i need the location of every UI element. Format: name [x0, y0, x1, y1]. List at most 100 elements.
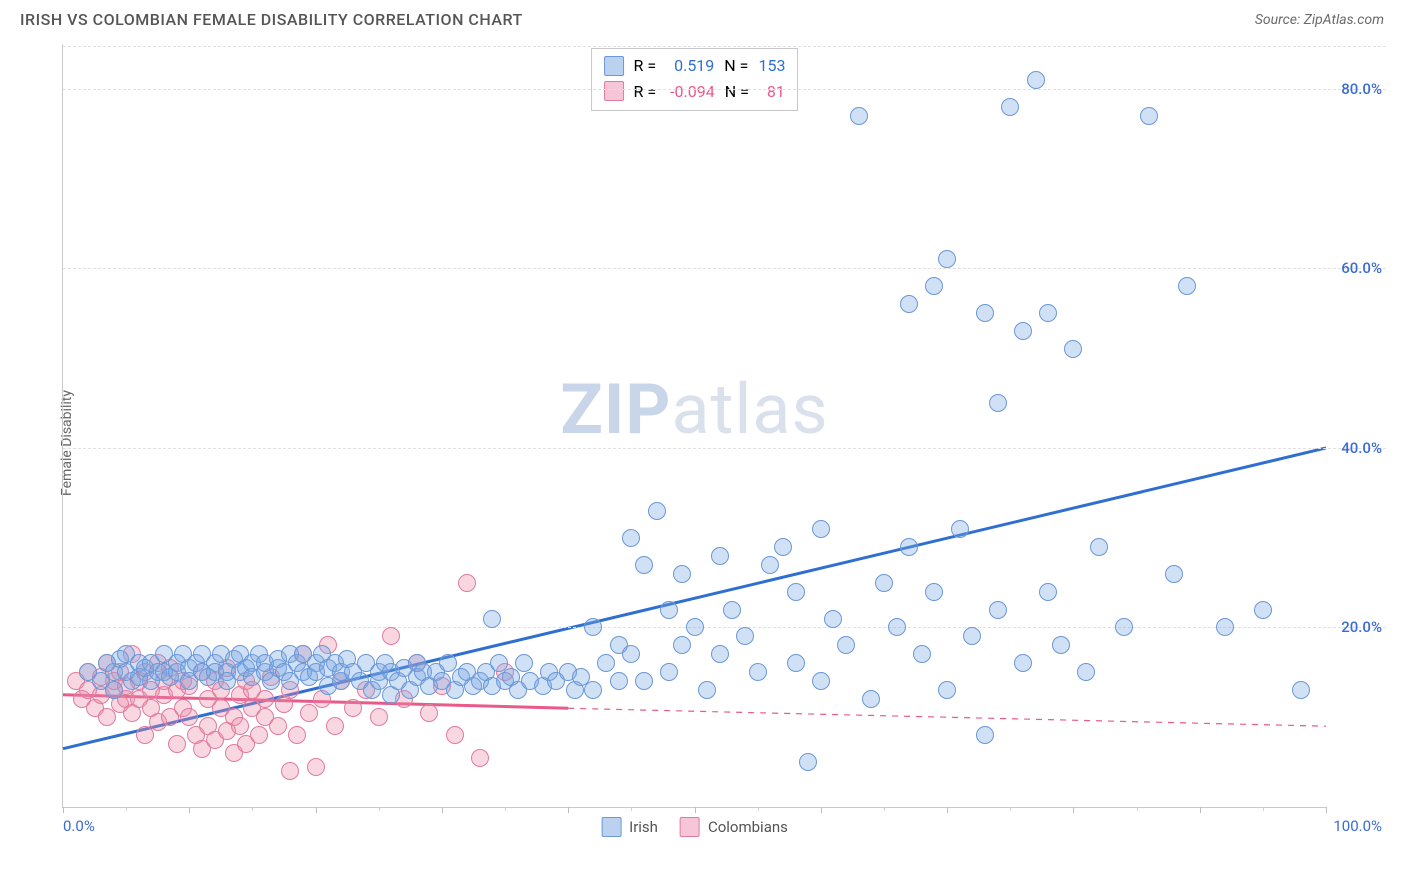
point-colombians — [307, 758, 325, 776]
point-irish — [105, 681, 123, 699]
point-irish — [673, 636, 691, 654]
point-irish — [1064, 340, 1082, 358]
gridline — [63, 268, 1386, 269]
x-tick — [695, 807, 696, 813]
point-colombians — [269, 717, 287, 735]
point-irish — [1014, 322, 1032, 340]
x-tick — [316, 807, 317, 813]
point-irish — [622, 645, 640, 663]
r-value-irish: 0.519 — [666, 53, 714, 79]
point-irish — [1178, 277, 1196, 295]
x-tick — [568, 807, 569, 813]
chart-area: Female Disability ZIPatlas R = 0.519 N =… — [20, 44, 1386, 842]
point-irish — [635, 672, 653, 690]
x-tick — [758, 807, 759, 811]
point-irish — [875, 574, 893, 592]
x-tick — [1073, 807, 1074, 813]
point-irish — [660, 601, 678, 619]
stats-row-colombians: R = -0.094 N = 81 — [604, 79, 786, 105]
swatch-irish — [604, 56, 624, 76]
point-irish — [1216, 618, 1234, 636]
point-irish — [648, 502, 666, 520]
y-tick-label: 80.0% — [1341, 80, 1382, 98]
point-irish — [1014, 654, 1032, 672]
point-irish — [749, 663, 767, 681]
swatch-colombians — [604, 81, 624, 101]
point-colombians — [420, 704, 438, 722]
point-colombians — [288, 726, 306, 744]
x-tick — [1200, 807, 1201, 813]
x-tick — [1137, 807, 1138, 811]
footer-legend: Irish Colombians — [601, 817, 788, 837]
point-colombians — [344, 699, 362, 717]
n-value-irish: 153 — [758, 53, 785, 79]
point-colombians — [180, 708, 198, 726]
n-value-colombians: 81 — [759, 79, 785, 105]
point-irish — [1115, 618, 1133, 636]
point-irish — [989, 601, 1007, 619]
point-irish — [824, 610, 842, 628]
point-colombians — [458, 574, 476, 592]
x-tick — [1263, 807, 1264, 811]
point-irish — [610, 672, 628, 690]
source-attribution: Source: ZipAtlas.com — [1255, 12, 1384, 28]
stats-row-irish: R = 0.519 N = 153 — [604, 53, 786, 79]
point-irish — [913, 645, 931, 663]
point-colombians — [446, 726, 464, 744]
point-colombians — [370, 708, 388, 726]
x-tick — [947, 807, 948, 813]
header: IRISH VS COLOMBIAN FEMALE DISABILITY COR… — [0, 0, 1406, 35]
x-tick — [631, 807, 632, 811]
x-tick — [884, 807, 885, 811]
point-colombians — [471, 749, 489, 767]
x-tick — [821, 807, 822, 813]
point-colombians — [382, 627, 400, 645]
point-irish — [1039, 304, 1057, 322]
r-value-colombians: -0.094 — [666, 79, 715, 105]
x-tick — [189, 807, 190, 813]
point-irish — [850, 107, 868, 125]
point-irish — [888, 618, 906, 636]
point-irish — [711, 547, 729, 565]
x-tick — [1326, 807, 1327, 813]
legend-item-colombians: Colombians — [680, 817, 788, 837]
x-tick-label: 0.0% — [63, 817, 95, 835]
point-irish — [1077, 663, 1095, 681]
point-irish — [925, 277, 943, 295]
point-irish — [1165, 565, 1183, 583]
point-irish — [584, 681, 602, 699]
point-irish — [635, 556, 653, 574]
x-tick — [442, 807, 443, 813]
point-irish — [1001, 98, 1019, 116]
point-irish — [799, 753, 817, 771]
point-irish — [698, 681, 716, 699]
point-colombians — [256, 690, 274, 708]
correlation-stats-box: R = 0.519 N = 153 R = -0.094 N = 81 — [591, 48, 799, 111]
point-irish — [989, 394, 1007, 412]
swatch-irish — [601, 817, 621, 837]
legend-item-irish: Irish — [601, 817, 658, 837]
point-irish — [1140, 107, 1158, 125]
point-irish — [976, 304, 994, 322]
point-irish — [723, 601, 741, 619]
point-irish — [900, 295, 918, 313]
x-tick — [1010, 807, 1011, 811]
point-irish — [812, 672, 830, 690]
point-colombians — [250, 726, 268, 744]
x-tick — [379, 807, 380, 811]
point-irish — [584, 618, 602, 636]
gridline — [63, 46, 1386, 47]
point-irish — [938, 681, 956, 699]
point-irish — [812, 520, 830, 538]
swatch-colombians — [680, 817, 700, 837]
point-irish — [951, 520, 969, 538]
y-tick-label: 20.0% — [1341, 618, 1382, 636]
point-irish — [1090, 538, 1108, 556]
point-irish — [660, 663, 678, 681]
gridline — [63, 627, 1386, 628]
point-irish — [787, 583, 805, 601]
point-colombians — [231, 717, 249, 735]
y-tick-label: 40.0% — [1341, 439, 1382, 457]
point-irish — [736, 627, 754, 645]
x-tick — [252, 807, 253, 811]
